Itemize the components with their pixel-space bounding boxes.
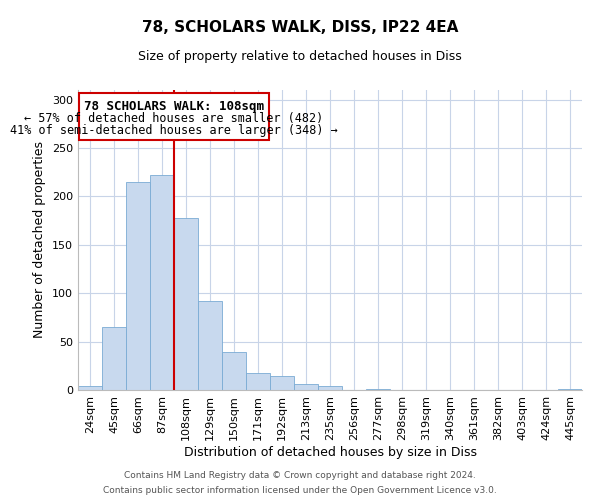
Bar	[78, 386, 102, 390]
Bar	[246, 372, 270, 390]
Bar	[174, 218, 198, 390]
Bar	[126, 182, 150, 390]
Bar	[102, 327, 126, 390]
Text: Size of property relative to detached houses in Diss: Size of property relative to detached ho…	[138, 50, 462, 63]
Y-axis label: Number of detached properties: Number of detached properties	[34, 142, 46, 338]
X-axis label: Distribution of detached houses by size in Diss: Distribution of detached houses by size …	[184, 446, 476, 458]
Bar	[198, 301, 222, 390]
Text: 78 SCHOLARS WALK: 108sqm: 78 SCHOLARS WALK: 108sqm	[84, 100, 264, 112]
Bar	[318, 386, 342, 390]
Bar	[150, 175, 174, 390]
Text: Contains HM Land Registry data © Crown copyright and database right 2024.: Contains HM Land Registry data © Crown c…	[124, 471, 476, 480]
Bar	[270, 376, 294, 390]
FancyBboxPatch shape	[79, 93, 269, 140]
Text: Contains public sector information licensed under the Open Government Licence v3: Contains public sector information licen…	[103, 486, 497, 495]
Text: 78, SCHOLARS WALK, DISS, IP22 4EA: 78, SCHOLARS WALK, DISS, IP22 4EA	[142, 20, 458, 35]
Bar	[222, 352, 246, 390]
Text: ← 57% of detached houses are smaller (482): ← 57% of detached houses are smaller (48…	[25, 112, 323, 126]
Bar	[558, 389, 582, 390]
Text: 41% of semi-detached houses are larger (348) →: 41% of semi-detached houses are larger (…	[10, 124, 338, 137]
Bar	[294, 384, 318, 390]
Bar	[366, 389, 390, 390]
